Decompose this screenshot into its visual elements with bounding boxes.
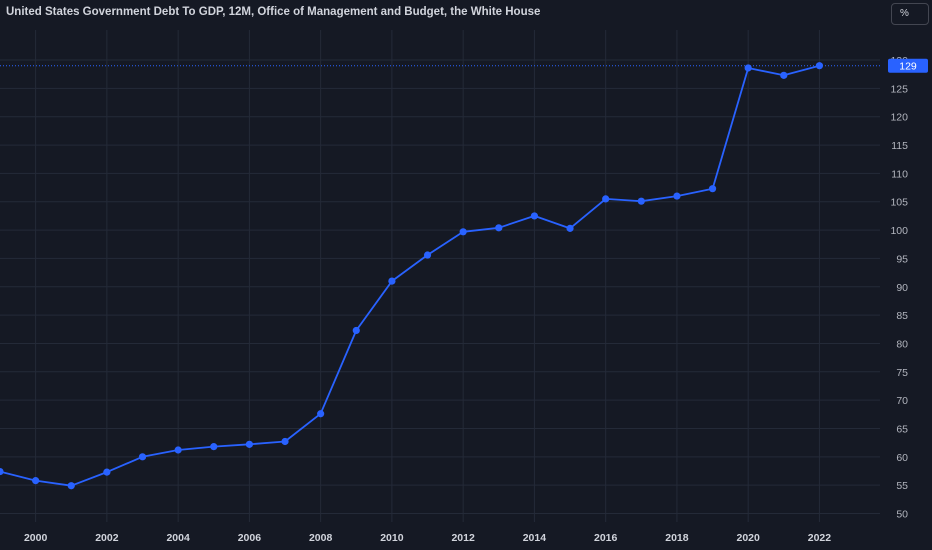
x-tick-label: 2016 <box>594 532 618 544</box>
data-point <box>281 437 289 446</box>
x-tick-label: 2004 <box>166 532 190 544</box>
data-point <box>780 71 788 79</box>
y-tick-label: 90 <box>896 282 908 294</box>
y-tick-label: 100 <box>890 225 908 237</box>
y-tick-label: 110 <box>891 168 908 180</box>
last-value-badge: 129 <box>888 58 928 73</box>
last-value-label: 129 <box>899 61 917 73</box>
data-point <box>637 197 645 205</box>
series-layer <box>0 62 824 490</box>
x-tick-label: 2014 <box>523 532 547 544</box>
y-tick-label: 55 <box>896 480 908 492</box>
x-tick-label: 2008 <box>309 532 333 544</box>
data-point <box>317 410 325 418</box>
y-tick-label: 60 <box>896 452 908 464</box>
data-point <box>744 64 752 72</box>
chart-title: United States Government Debt To GDP, 12… <box>6 6 541 18</box>
x-tick-label: 2002 <box>95 532 119 544</box>
x-axis-ticks: 2000 2002 2004 2006 2008 2010 2012 2014 2016 2018… <box>24 532 831 544</box>
data-point <box>602 195 610 203</box>
y-tick-label: 85 <box>896 310 908 322</box>
data-point <box>423 251 432 259</box>
last-value-badge-bg <box>888 58 928 73</box>
data-point <box>530 212 539 220</box>
data-point <box>673 192 681 200</box>
y-tick-label: 75 <box>896 367 908 379</box>
x-tick-label: 2022 <box>808 532 832 544</box>
data-point <box>245 440 253 448</box>
data-point <box>32 477 40 485</box>
y-tick-label: 105 <box>890 197 908 209</box>
y-tick-label: 50 <box>896 508 908 520</box>
data-point <box>495 224 503 232</box>
y-axis-ticks: 5055606570758085909510010511011512012513… <box>890 55 908 520</box>
x-tick-label: 2020 <box>736 532 760 544</box>
data-point <box>815 62 824 70</box>
x-tick-label: 2018 <box>665 532 689 544</box>
x-tick-label: 2012 <box>451 532 475 544</box>
data-point <box>352 326 360 335</box>
y-tick-label: 70 <box>896 395 908 407</box>
data-point <box>388 277 396 285</box>
x-tick-label: 2010 <box>380 532 404 544</box>
grid-layer <box>0 30 880 522</box>
y-tick-label: 95 <box>896 253 908 265</box>
data-point <box>174 446 182 454</box>
data-point <box>67 482 75 490</box>
data-point <box>138 453 147 461</box>
data-point <box>459 228 467 236</box>
data-point <box>0 467 4 476</box>
series-line <box>0 64 820 487</box>
unit-button[interactable]: % <box>891 3 929 25</box>
y-tick-label: 125 <box>890 83 908 95</box>
y-tick-label: 115 <box>891 140 908 152</box>
data-point <box>566 224 574 232</box>
x-tick-label: 2006 <box>238 532 262 544</box>
data-point <box>103 468 111 476</box>
y-tick-label: 80 <box>896 338 908 350</box>
data-point <box>708 185 717 193</box>
data-point <box>210 443 218 451</box>
y-tick-label: 120 <box>890 112 908 124</box>
y-tick-label: 65 <box>896 423 908 435</box>
x-tick-label: 2000 <box>24 532 48 544</box>
